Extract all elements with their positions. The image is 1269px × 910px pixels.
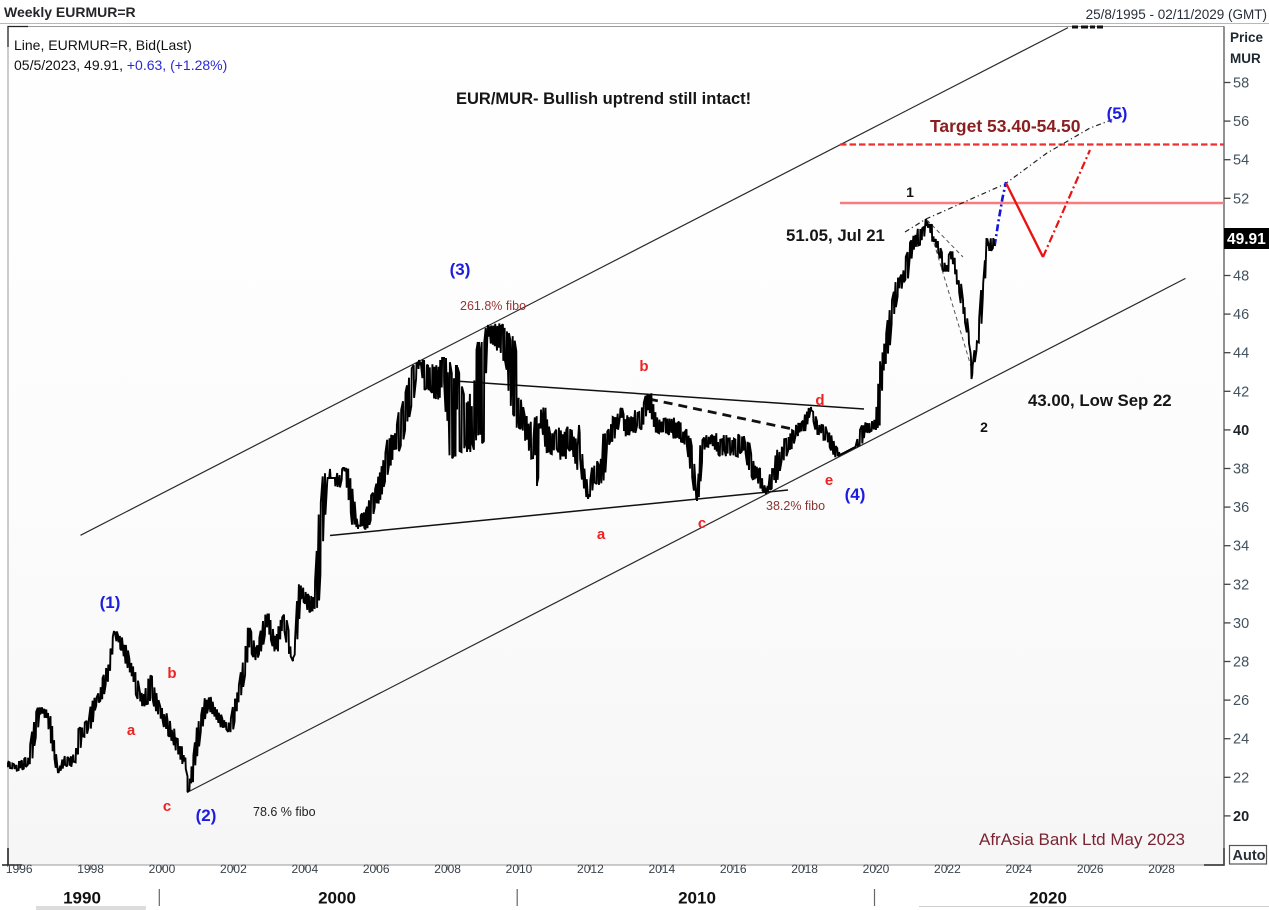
svg-text:c: c — [698, 515, 706, 532]
svg-text:1996: 1996 — [6, 862, 33, 876]
svg-text:40: 40 — [1233, 423, 1249, 439]
svg-text:22: 22 — [1233, 770, 1249, 786]
svg-text:2010: 2010 — [678, 889, 716, 908]
svg-text:34: 34 — [1233, 539, 1249, 555]
svg-text:78.6 % fibo: 78.6 % fibo — [253, 805, 316, 819]
svg-text:2: 2 — [980, 419, 988, 435]
svg-text:38: 38 — [1233, 462, 1249, 478]
svg-text:24: 24 — [1233, 732, 1249, 748]
svg-text:2014: 2014 — [648, 862, 675, 876]
svg-text:b: b — [639, 358, 648, 375]
svg-text:1998: 1998 — [77, 862, 104, 876]
svg-text:2010: 2010 — [506, 862, 533, 876]
svg-text:Weekly EURMUR=R: Weekly EURMUR=R — [4, 4, 136, 20]
svg-text:42: 42 — [1233, 384, 1249, 400]
svg-text:2024: 2024 — [1005, 862, 1032, 876]
svg-text:Target 53.40-54.50: Target 53.40-54.50 — [930, 116, 1081, 136]
svg-text:2000: 2000 — [149, 862, 176, 876]
svg-text:48: 48 — [1233, 269, 1249, 285]
svg-text:36: 36 — [1233, 500, 1249, 516]
svg-text:49.91: 49.91 — [1227, 231, 1266, 248]
svg-text:32: 32 — [1233, 577, 1249, 593]
svg-text:2002: 2002 — [220, 862, 247, 876]
svg-text:d: d — [815, 392, 824, 409]
svg-text:54: 54 — [1233, 153, 1249, 169]
svg-text:(1): (1) — [100, 593, 121, 612]
svg-text:AfrAsia Bank Ltd May 2023: AfrAsia Bank Ltd May 2023 — [979, 830, 1185, 849]
svg-text:(3): (3) — [450, 260, 471, 279]
svg-text:2018: 2018 — [791, 862, 818, 876]
svg-text:MUR: MUR — [1230, 51, 1261, 66]
svg-text:46: 46 — [1233, 307, 1249, 323]
svg-text:58: 58 — [1233, 76, 1249, 92]
svg-text:a: a — [127, 722, 136, 739]
svg-text:05/5/2023, 49.91, +0.63, (+1.2: 05/5/2023, 49.91, +0.63, (+1.28%) — [14, 57, 227, 73]
svg-text:25/8/1995 - 02/11/2029 (GMT): 25/8/1995 - 02/11/2029 (GMT) — [1086, 7, 1267, 22]
svg-text:51.05, Jul 21: 51.05, Jul 21 — [786, 226, 885, 245]
svg-text:1: 1 — [906, 184, 914, 200]
svg-text:2016: 2016 — [720, 862, 747, 876]
svg-text:EUR/MUR- Bullish uptrend still: EUR/MUR- Bullish uptrend still intact! — [456, 90, 751, 108]
svg-text:52: 52 — [1233, 191, 1249, 207]
svg-text:1990: 1990 — [63, 889, 101, 908]
svg-text:38.2% fibo: 38.2% fibo — [766, 499, 825, 513]
svg-text:(4): (4) — [845, 485, 866, 504]
svg-text:b: b — [167, 665, 176, 682]
svg-text:2026: 2026 — [1077, 862, 1104, 876]
svg-text:2006: 2006 — [363, 862, 390, 876]
svg-text:Line, EURMUR=R, Bid(Last): Line, EURMUR=R, Bid(Last) — [14, 37, 192, 53]
svg-text:2028: 2028 — [1148, 862, 1175, 876]
svg-text:2020: 2020 — [863, 862, 890, 876]
svg-text:a: a — [597, 526, 606, 543]
svg-text:(2): (2) — [196, 806, 217, 825]
svg-text:261.8% fibo: 261.8% fibo — [460, 299, 526, 313]
svg-text:Price: Price — [1230, 30, 1264, 45]
svg-text:43.00, Low Sep 22: 43.00, Low Sep 22 — [1028, 391, 1172, 410]
svg-text:2008: 2008 — [434, 862, 461, 876]
svg-text:2012: 2012 — [577, 862, 604, 876]
svg-text:30: 30 — [1233, 616, 1249, 632]
svg-text:2000: 2000 — [318, 889, 356, 908]
svg-text:Auto: Auto — [1233, 848, 1266, 864]
svg-text:44: 44 — [1233, 346, 1249, 362]
svg-text:c: c — [163, 798, 171, 815]
svg-text:26: 26 — [1233, 693, 1249, 709]
svg-text:56: 56 — [1233, 114, 1249, 130]
svg-text:e: e — [825, 472, 833, 489]
svg-text:2020: 2020 — [1029, 889, 1067, 908]
svg-text:2004: 2004 — [291, 862, 318, 876]
svg-text:28: 28 — [1233, 655, 1249, 671]
svg-text:20: 20 — [1233, 809, 1249, 825]
svg-text:(5): (5) — [1107, 104, 1128, 123]
svg-text:2022: 2022 — [934, 862, 961, 876]
